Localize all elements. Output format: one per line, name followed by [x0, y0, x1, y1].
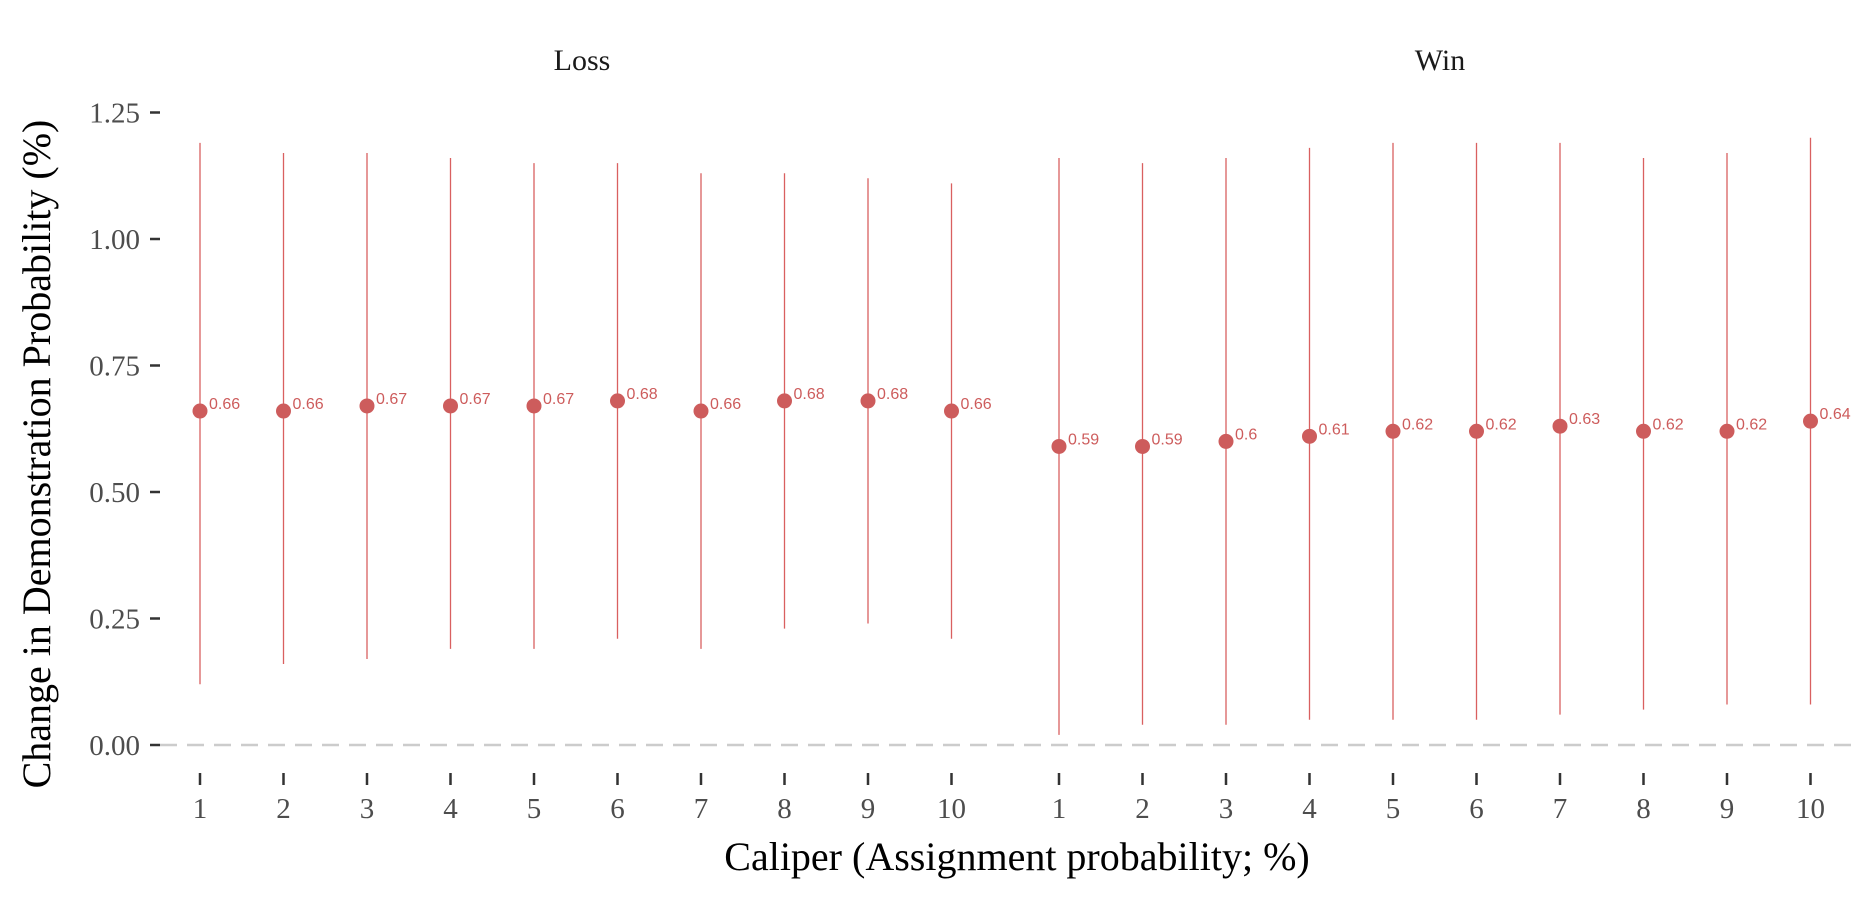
estimate-point: [1385, 423, 1401, 439]
estimate-point: [359, 398, 375, 414]
panels-layer: Loss0.6610.6620.6730.6740.6750.6860.6670…: [192, 44, 1851, 825]
panel-win: Win0.5910.5920.630.6140.6250.6260.6370.6…: [1051, 44, 1851, 825]
estimate-label: 0.63: [1569, 411, 1600, 428]
estimate-point: [610, 393, 625, 409]
panel-title: Win: [1415, 44, 1465, 77]
x-tick-label: 2: [276, 793, 291, 825]
y-tick-label: 0.50: [89, 477, 140, 509]
estimate-point: [192, 403, 208, 419]
estimate-point: [1469, 423, 1484, 439]
estimate-label: 0.62: [1736, 416, 1767, 433]
x-tick-label: 9: [861, 793, 876, 825]
estimate-label: 0.6: [1235, 426, 1257, 443]
y-axis-title: Change in Demonstration Probability (%): [14, 120, 59, 789]
x-tick-label: 3: [360, 793, 375, 825]
x-tick-label: 9: [1720, 793, 1735, 825]
estimate-point: [944, 403, 959, 419]
x-tick-label: 10: [937, 793, 966, 825]
y-axis: 0.00 0.25 0.50 0.75 1.00 1.25: [89, 98, 160, 762]
estimate-label: 0.66: [209, 396, 240, 413]
estimate-label: 0.62: [1653, 416, 1684, 433]
estimate-point: [693, 403, 709, 419]
panel-title: Loss: [554, 44, 611, 77]
estimate-label: 0.68: [627, 386, 658, 403]
estimate-label: 0.67: [376, 391, 407, 408]
estimate-label: 0.67: [460, 391, 491, 408]
estimate-point: [1803, 413, 1818, 429]
x-tick-label: 6: [1469, 793, 1484, 825]
x-tick-label: 2: [1135, 793, 1150, 825]
y-tick-label: 1.00: [89, 224, 140, 256]
x-tick-label: 4: [443, 793, 458, 825]
estimate-label: 0.68: [794, 386, 825, 403]
estimate-label: 0.59: [1068, 431, 1099, 448]
estimate-label: 0.62: [1402, 416, 1433, 433]
x-tick-label: 8: [777, 793, 792, 825]
estimate-point: [1552, 418, 1568, 434]
x-tick-label: 4: [1302, 793, 1317, 825]
estimate-label: 0.66: [961, 396, 992, 413]
x-tick-label: 5: [527, 793, 542, 825]
y-tick-label: 1.25: [89, 98, 140, 130]
x-axis-title: Caliper (Assignment probability; %): [724, 834, 1309, 879]
estimate-point: [1135, 438, 1150, 454]
x-tick-label: 7: [1553, 793, 1568, 825]
estimate-label: 0.61: [1319, 421, 1350, 438]
estimate-point: [1051, 438, 1067, 454]
estimate-label: 0.66: [293, 396, 324, 413]
x-tick-label: 6: [610, 793, 625, 825]
x-tick-label: 10: [1796, 793, 1825, 825]
y-tick-label: 0.25: [89, 604, 140, 636]
estimate-point: [860, 393, 876, 409]
estimate-point: [1636, 423, 1651, 439]
estimate-point: [777, 393, 792, 409]
x-tick-label: 3: [1219, 793, 1234, 825]
estimate-point: [526, 398, 542, 414]
estimate-label: 0.64: [1820, 406, 1851, 423]
y-tick-label: 0.75: [89, 351, 140, 383]
x-tick-label: 8: [1636, 793, 1651, 825]
x-tick-label: 5: [1386, 793, 1401, 825]
estimate-point: [276, 403, 291, 419]
x-tick-label: 1: [193, 793, 208, 825]
estimate-label: 0.59: [1152, 431, 1183, 448]
estimate-label: 0.67: [543, 391, 574, 408]
estimate-point: [1302, 428, 1317, 444]
estimate-label: 0.66: [710, 396, 741, 413]
y-tick-label: 0.00: [89, 730, 140, 762]
x-tick-label: 7: [694, 793, 709, 825]
estimate-point: [1719, 423, 1735, 439]
estimate-label: 0.68: [877, 386, 908, 403]
estimate-point: [1218, 433, 1234, 449]
estimate-label: 0.62: [1486, 416, 1517, 433]
panel-loss: Loss 0.66 1 0.66 2 0.67 3 0.67 4 0.67 5 0.68 6 0.66 7 0…: [192, 44, 992, 825]
estimate-point: [443, 398, 458, 414]
x-tick-label: 1: [1052, 793, 1067, 825]
